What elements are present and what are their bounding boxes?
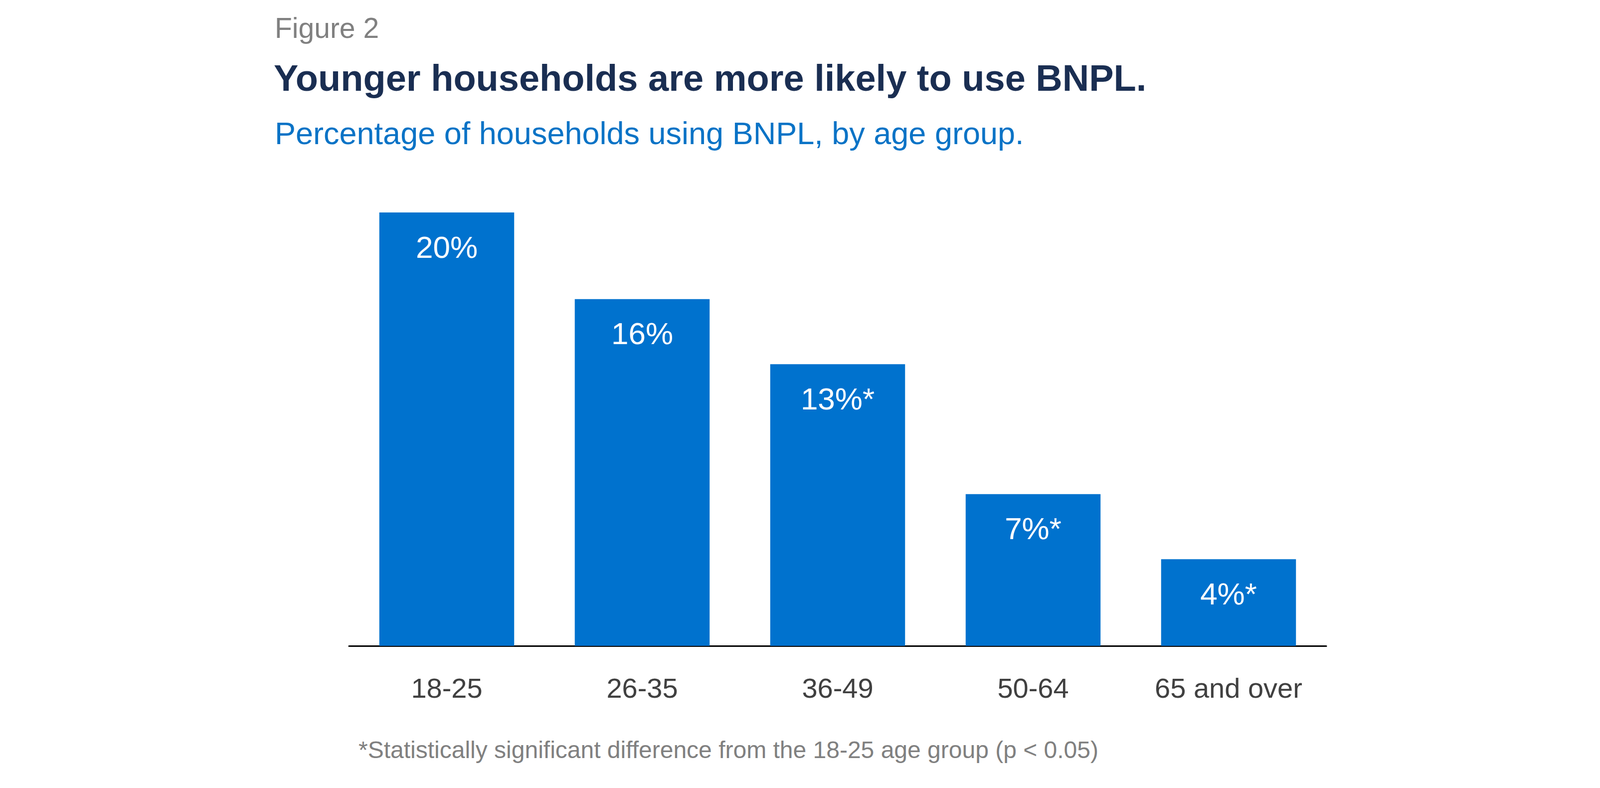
svg-text:18-25: 18-25 xyxy=(410,672,483,704)
svg-text:20%: 20% xyxy=(415,229,478,265)
svg-text:Younger households are more li: Younger households are more likely to us… xyxy=(273,57,1147,99)
svg-text:50-64: 50-64 xyxy=(997,672,1069,704)
svg-text:16%: 16% xyxy=(611,316,674,351)
svg-text:Percentage of households using: Percentage of households using BNPL, by … xyxy=(274,115,1025,151)
svg-text:26-35: 26-35 xyxy=(606,672,678,704)
svg-text:7%*: 7%* xyxy=(1004,511,1062,546)
svg-text:Figure 2: Figure 2 xyxy=(274,11,379,44)
svg-text:*Statistically significant dif: *Statistically significant difference fr… xyxy=(358,736,1099,763)
svg-text:65 and over: 65 and over xyxy=(1154,672,1303,704)
svg-text:13%*: 13%* xyxy=(800,381,875,416)
svg-text:4%*: 4%* xyxy=(1200,576,1257,611)
svg-text:36-49: 36-49 xyxy=(801,672,874,704)
